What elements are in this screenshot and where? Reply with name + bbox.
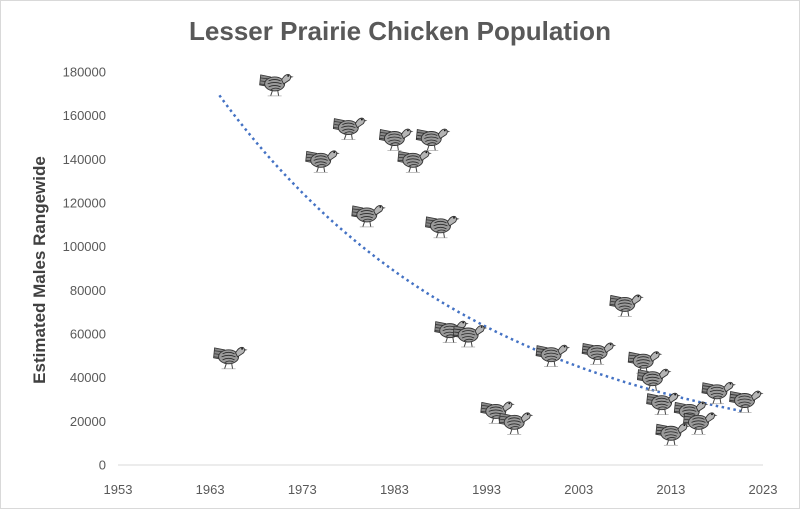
data-point-2011 xyxy=(636,368,672,392)
x-tick-label: 1963 xyxy=(196,482,225,497)
y-tick-label: 120000 xyxy=(63,196,106,211)
data-point-1975 xyxy=(305,150,341,173)
y-tick-label: 20000 xyxy=(70,414,106,429)
y-tick-label: 80000 xyxy=(70,283,106,298)
data-point-1978 xyxy=(332,117,368,141)
data-point-2016 xyxy=(683,412,718,435)
x-tick-label: 2013 xyxy=(656,482,685,497)
y-tick-label: 180000 xyxy=(63,65,106,80)
data-points xyxy=(213,73,765,446)
y-tick-label: 100000 xyxy=(63,239,106,254)
y-tick-label: 140000 xyxy=(63,152,106,167)
x-tick-label: 1953 xyxy=(104,482,133,497)
data-point-1988 xyxy=(425,215,460,239)
x-axis-ticks: 1953 1963 1973 1983 1993 2003 2013 2023 xyxy=(104,482,778,497)
y-tick-label: 160000 xyxy=(63,108,106,123)
data-point-2000 xyxy=(535,344,571,368)
y-axis-ticks: 0 20000 40000 60000 80000 100000 120000 140000 1… xyxy=(63,65,106,473)
data-point-1980 xyxy=(351,204,387,228)
data-point-2008 xyxy=(609,294,645,317)
y-tick-label: 0 xyxy=(99,458,106,473)
trendline xyxy=(218,94,745,413)
data-point-1991 xyxy=(452,325,488,348)
x-tick-label: 2003 xyxy=(564,482,593,497)
data-point-1996 xyxy=(498,412,534,435)
data-point-2005 xyxy=(581,342,617,365)
data-point-1965 xyxy=(213,346,249,370)
data-point-1987 xyxy=(415,128,451,151)
data-point-1983 xyxy=(378,128,414,151)
x-tick-label: 1973 xyxy=(288,482,317,497)
data-point-2010 xyxy=(627,351,663,374)
data-point-1985 xyxy=(397,150,433,173)
x-tick-label: 1983 xyxy=(380,482,409,497)
x-tick-label: 1993 xyxy=(472,482,501,497)
data-point-2013 xyxy=(655,423,691,446)
chart-title: Lesser Prairie Chicken Population xyxy=(189,16,611,46)
data-point-1970 xyxy=(259,73,295,97)
y-tick-label: 40000 xyxy=(70,370,106,385)
x-tick-label: 2023 xyxy=(749,482,778,497)
y-tick-label: 60000 xyxy=(70,327,106,342)
